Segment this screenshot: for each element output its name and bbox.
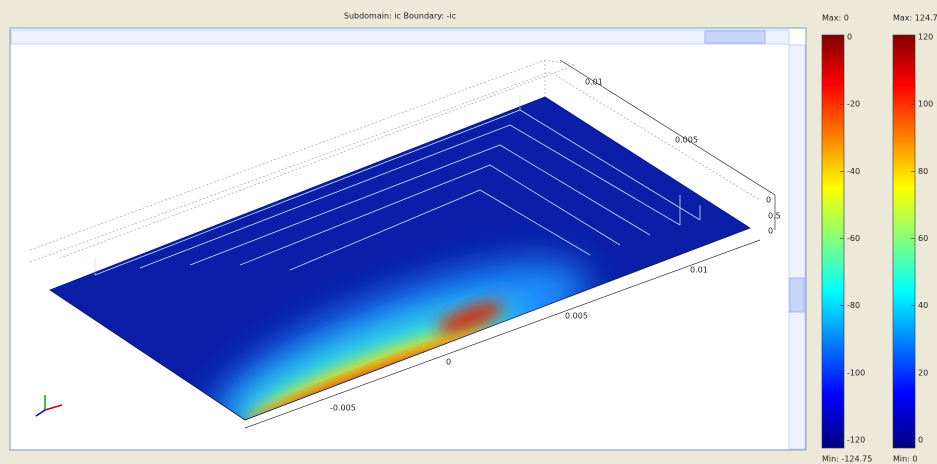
axis-label: 0.005	[675, 136, 698, 145]
axis-triad	[35, 395, 63, 417]
v-scrollbar[interactable]	[788, 44, 806, 450]
colorbar-max: Max: 0	[822, 14, 849, 23]
slab-outline	[49, 96, 751, 421]
axis-label: 0	[446, 358, 451, 367]
colorbar	[821, 34, 845, 449]
axis-label: 0.005	[565, 312, 588, 321]
colorbar-tick-label: 0	[918, 436, 923, 445]
colorbar-tick-label: 0	[847, 33, 852, 42]
colorbar-tick-label: 60	[918, 234, 928, 243]
colorbar-tick-label: -100	[847, 368, 865, 377]
colorbar-tick-label: -20	[847, 100, 860, 109]
bounding-box	[29, 59, 776, 429]
wireframe	[94, 95, 701, 276]
colorbar-min: Min: -124.75	[822, 455, 872, 464]
colorbar-tick-label: -80	[847, 301, 860, 310]
axis-label: 0	[766, 196, 771, 205]
colorbar-tick-label: -40	[847, 167, 860, 176]
colorbar-tick-label: -60	[847, 234, 860, 243]
colorbar-tick-label: 80	[918, 167, 928, 176]
axis-label: 0.01	[585, 78, 603, 87]
h-scrollbar[interactable]	[10, 29, 790, 45]
colorbar-min: Min: 0	[893, 455, 918, 464]
axis-label: -0.005	[330, 404, 356, 413]
colorbar-tick-label: -120	[847, 436, 865, 445]
axis-label: 0.5	[768, 212, 781, 221]
h-scroll-thumb[interactable]	[704, 30, 766, 44]
colorbar-tick-label: 120	[918, 33, 933, 42]
axis-label: 0	[768, 227, 773, 236]
colorbar-tick-label: 40	[918, 301, 928, 310]
colorbar-max: Max: 124.7	[893, 14, 937, 23]
colorbar	[892, 34, 916, 449]
colorbar-tick-label: 100	[918, 100, 933, 109]
axis-label: 0.01	[690, 266, 708, 275]
colorbar-tick-label: 20	[918, 368, 928, 377]
window-title: Subdomain: ic Boundary: -ic	[344, 12, 456, 21]
v-scroll-thumb[interactable]	[789, 277, 805, 313]
